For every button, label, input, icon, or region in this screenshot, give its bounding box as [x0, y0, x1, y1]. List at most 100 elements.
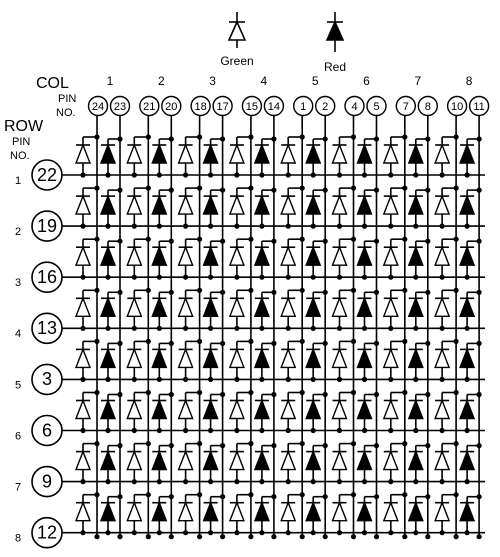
junction	[425, 443, 431, 449]
red-led	[151, 245, 168, 266]
junction	[453, 185, 459, 191]
junction	[361, 274, 368, 280]
red-led	[459, 449, 476, 471]
junction	[208, 172, 214, 178]
col-pin: 24	[92, 101, 104, 113]
col-pin: 2	[322, 101, 328, 113]
green-led	[126, 194, 143, 215]
junction	[117, 391, 123, 398]
green-led	[434, 500, 451, 522]
red-led	[151, 296, 168, 317]
junction	[197, 338, 203, 344]
red-led	[253, 449, 270, 471]
junction	[168, 494, 174, 500]
red-led	[459, 245, 476, 266]
junction	[439, 325, 445, 331]
green-led	[280, 347, 297, 369]
row-pin: 9	[42, 471, 52, 491]
junction	[168, 340, 174, 346]
red-led	[459, 347, 476, 369]
junction	[208, 376, 214, 382]
junction	[373, 238, 380, 244]
junction	[439, 479, 445, 485]
junction	[105, 223, 111, 229]
junction	[183, 427, 189, 434]
junction	[388, 274, 394, 280]
junction	[425, 238, 431, 244]
red-led	[253, 296, 270, 317]
junction	[248, 134, 254, 140]
junction	[350, 338, 357, 344]
junction	[388, 479, 394, 485]
junction	[197, 287, 203, 293]
green-led	[126, 500, 143, 522]
junction	[183, 172, 189, 178]
green-led	[177, 500, 194, 522]
red-led	[202, 245, 219, 266]
junction	[248, 185, 254, 191]
junction	[80, 325, 86, 331]
junction	[425, 136, 431, 142]
junction	[425, 187, 431, 193]
pin-circle	[31, 312, 63, 345]
red-led	[356, 194, 373, 215]
junction	[271, 187, 277, 193]
junction	[80, 479, 86, 485]
red-led	[253, 245, 270, 266]
junction	[117, 136, 123, 142]
junction	[464, 530, 470, 536]
junction	[234, 325, 240, 331]
junction	[183, 274, 189, 280]
junction	[220, 494, 226, 500]
junction	[439, 172, 445, 178]
junction	[208, 427, 214, 434]
red-led	[407, 398, 424, 420]
junction	[131, 427, 137, 434]
junction	[271, 534, 277, 540]
col-pin: 11	[473, 101, 484, 113]
green-led	[331, 143, 348, 164]
junction	[402, 492, 408, 498]
junction	[117, 187, 123, 193]
red-led	[305, 245, 322, 266]
junction	[322, 238, 328, 244]
junction	[285, 223, 291, 229]
junction	[413, 325, 419, 331]
junction	[322, 391, 328, 398]
junction	[259, 427, 265, 434]
red-led	[305, 143, 322, 164]
junction	[156, 479, 162, 485]
junction	[208, 325, 214, 331]
red-led	[151, 500, 168, 522]
junction	[145, 338, 151, 344]
junction	[259, 325, 265, 331]
junction	[425, 494, 431, 500]
red-led	[202, 449, 219, 471]
junction	[402, 236, 408, 242]
junction	[105, 376, 111, 382]
red-led	[202, 194, 219, 215]
junction	[402, 134, 408, 140]
junction	[285, 479, 291, 485]
junction	[310, 376, 316, 382]
junction	[388, 223, 394, 229]
junction	[145, 287, 151, 293]
col-number: 8	[466, 74, 473, 88]
junction	[183, 325, 189, 331]
junction	[197, 236, 203, 242]
pin-circle	[31, 210, 63, 242]
red-led	[305, 500, 322, 522]
pin-circle	[161, 95, 182, 117]
junction	[94, 338, 100, 344]
row-pin: 13	[37, 318, 57, 338]
junction	[117, 534, 123, 540]
junction	[145, 236, 151, 242]
junction	[285, 274, 291, 280]
junction	[234, 172, 240, 178]
green-led	[177, 245, 194, 266]
junction	[464, 376, 470, 382]
junction	[413, 376, 419, 382]
junction	[299, 441, 305, 447]
junction	[168, 238, 174, 244]
junction	[464, 427, 470, 434]
